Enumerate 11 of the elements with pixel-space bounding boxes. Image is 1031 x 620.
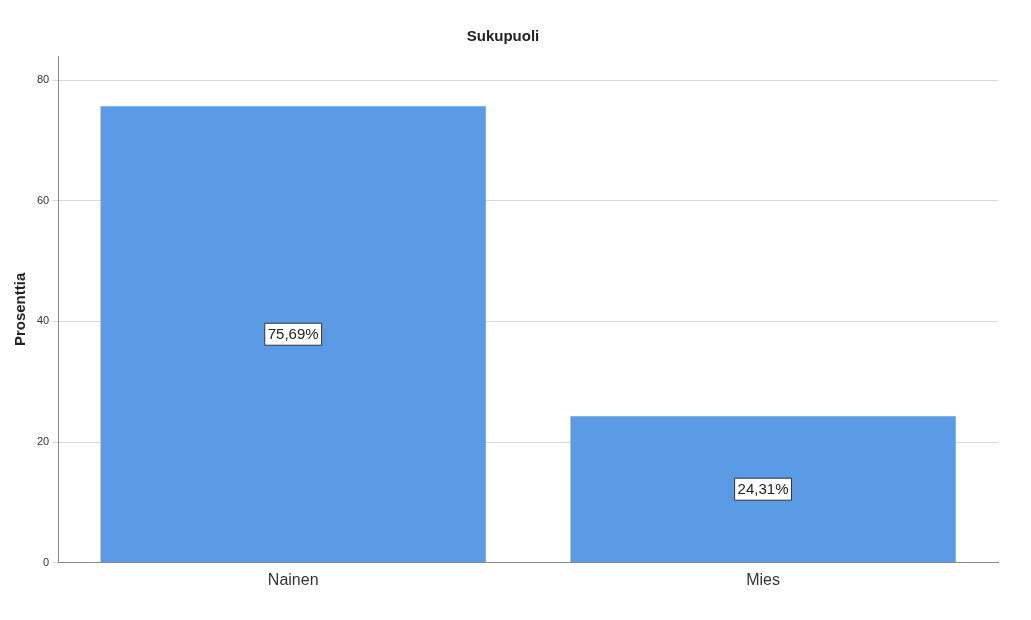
y-tick-label: 40 (36, 314, 50, 327)
x-tick-label: Mies (746, 570, 780, 588)
x-tick-label: Nainen (267, 570, 319, 588)
y-tick-label: 0 (43, 555, 50, 568)
y-tick-label: 80 (36, 73, 50, 86)
chart-title: Sukupuoli (466, 27, 540, 45)
y-axis-title: Prosenttia (11, 272, 29, 347)
data-label: 75,69% (267, 325, 319, 343)
data-label: 24,31% (737, 480, 789, 498)
y-tick-label: 60 (36, 193, 50, 206)
y-tick-label: 20 (36, 435, 50, 448)
